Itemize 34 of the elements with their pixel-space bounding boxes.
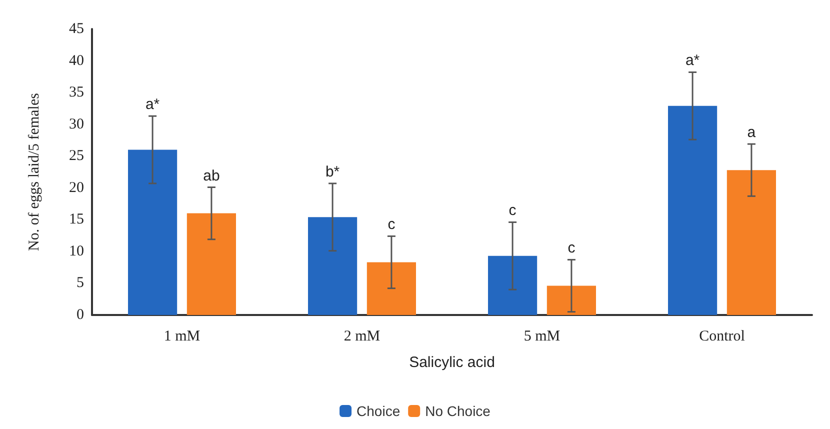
y-tick-label: 45 [69, 21, 84, 37]
annotation: b* [325, 163, 340, 180]
y-tick-label: 10 [69, 243, 84, 260]
y-tick-label: 25 [69, 148, 84, 164]
x-tick-label: 5 mM [524, 328, 560, 344]
x-axis-title: Salicylic acid [409, 354, 495, 371]
annotation: c [568, 240, 576, 257]
bar [128, 150, 178, 315]
bar [668, 106, 718, 315]
annotation: a* [685, 52, 700, 70]
y-tick-label: 5 [76, 275, 84, 292]
x-tick-label: 2 mM [344, 328, 380, 344]
bar [186, 213, 236, 315]
x-tick-label: 1 mM [164, 328, 200, 344]
y-tick-label: 15 [69, 212, 84, 228]
y-tick-label: 20 [69, 180, 84, 196]
y-axis-title: No. of eggs laid/5 females [26, 92, 42, 251]
annotation: ab [203, 167, 220, 184]
bar [488, 256, 538, 315]
annotation: a [747, 124, 756, 142]
legend-label: Choice [356, 403, 400, 419]
x-tick-label: Control [699, 328, 745, 344]
annotation: c [388, 216, 396, 234]
annotation: c [508, 202, 517, 220]
y-tick-label: 30 [69, 116, 84, 132]
bar [366, 262, 416, 315]
annotation: a* [145, 96, 160, 114]
bar [308, 217, 358, 315]
y-tick-label: 40 [69, 52, 84, 69]
y-tick-label: 35 [69, 84, 84, 101]
legend-label: No Choice [425, 403, 491, 419]
bar [726, 170, 776, 315]
y-tick-label: 0 [76, 307, 84, 323]
bar [546, 286, 596, 315]
